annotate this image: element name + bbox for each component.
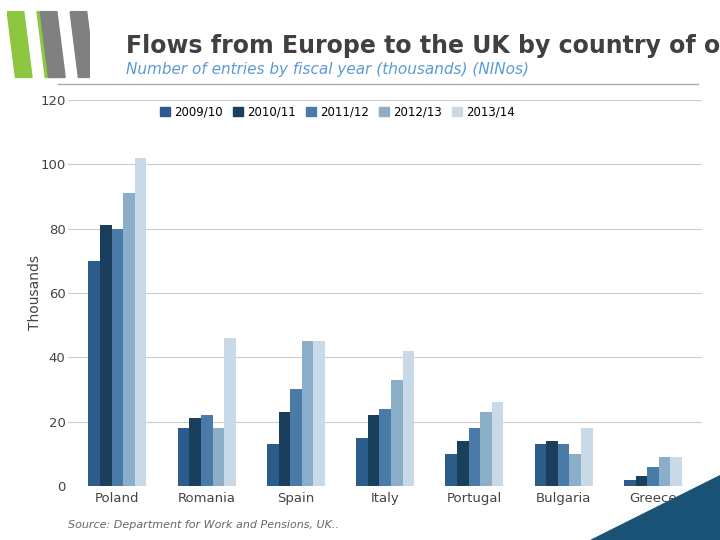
Bar	[224, 338, 235, 486]
Bar	[492, 402, 503, 486]
Text: Flows from Europe to the UK by country of origin: Flows from Europe to the UK by country o…	[126, 34, 720, 58]
Bar	[89, 261, 100, 486]
Text: Source: Department for Work and Pensions, UK..: Source: Department for Work and Pensions…	[68, 520, 339, 530]
Bar	[135, 158, 146, 486]
Text: Number of entries by fiscal year (thousands) (NINos): Number of entries by fiscal year (thousa…	[126, 62, 529, 77]
Bar	[313, 341, 325, 486]
Bar	[647, 467, 659, 486]
Bar	[535, 444, 546, 486]
Bar	[123, 193, 135, 486]
Bar	[189, 418, 201, 486]
Bar	[201, 415, 212, 486]
Bar	[212, 428, 224, 486]
Bar	[356, 438, 368, 486]
Polygon shape	[590, 475, 720, 540]
Polygon shape	[7, 12, 32, 77]
Bar	[379, 409, 391, 486]
Bar	[581, 428, 593, 486]
Bar	[446, 454, 457, 486]
Bar	[469, 428, 480, 486]
Bar	[558, 444, 570, 486]
Bar	[670, 457, 682, 486]
Polygon shape	[40, 12, 65, 77]
Polygon shape	[70, 12, 95, 77]
Bar	[267, 444, 279, 486]
Bar	[624, 480, 636, 486]
Bar	[112, 228, 123, 486]
Legend: 2009/10, 2010/11, 2011/12, 2012/13, 2013/14: 2009/10, 2010/11, 2011/12, 2012/13, 2013…	[160, 106, 515, 119]
Bar	[570, 454, 581, 486]
Bar	[100, 225, 112, 486]
Bar	[279, 412, 290, 486]
Bar	[178, 428, 189, 486]
Bar	[480, 412, 492, 486]
Bar	[546, 441, 558, 486]
Bar	[391, 380, 402, 486]
Bar	[302, 341, 313, 486]
Polygon shape	[37, 12, 62, 77]
Bar	[457, 441, 469, 486]
Bar	[659, 457, 670, 486]
Bar	[368, 415, 379, 486]
Bar	[402, 351, 414, 486]
Y-axis label: Thousands: Thousands	[27, 255, 42, 330]
Bar	[290, 389, 302, 486]
Bar	[636, 476, 647, 486]
